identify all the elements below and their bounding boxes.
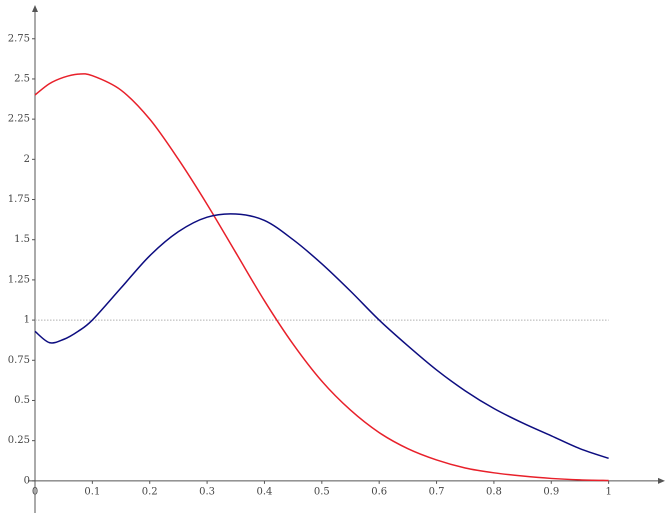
y-tick-label: 1.5 bbox=[14, 234, 30, 245]
x-tick-label: 0 bbox=[32, 486, 38, 497]
x-tick-label: 0.9 bbox=[543, 486, 559, 497]
line-series bbox=[34, 73, 609, 482]
x-tick-label: 0.7 bbox=[429, 486, 445, 497]
x-axis-arrow bbox=[658, 477, 665, 484]
y-tick-label: 2 bbox=[24, 154, 30, 165]
y-tick-label: 1 bbox=[24, 315, 30, 326]
x-tick-label: 1 bbox=[605, 486, 611, 497]
y-tick-label: 0.25 bbox=[8, 435, 30, 446]
y-tick-label: 0.75 bbox=[8, 355, 30, 366]
y-tick-label: 1.75 bbox=[8, 194, 30, 205]
y-tick-label: 2.5 bbox=[14, 73, 30, 84]
line-series bbox=[34, 213, 609, 460]
x-tick-label: 0.3 bbox=[199, 486, 215, 497]
x-tick-label: 0.8 bbox=[486, 486, 502, 497]
x-tick-label: 0.2 bbox=[142, 486, 158, 497]
y-tick-label: 2.25 bbox=[8, 114, 30, 125]
x-tick-label: 0.1 bbox=[84, 486, 100, 497]
y-tick-label: 1.25 bbox=[8, 274, 30, 285]
x-tick-label: 0.6 bbox=[371, 486, 387, 497]
y-tick-label: 0 bbox=[24, 475, 30, 486]
y-axis-arrow bbox=[32, 5, 38, 12]
x-tick-label: 0.4 bbox=[257, 486, 273, 497]
y-tick-label: 0.5 bbox=[14, 395, 30, 406]
x-tick-label: 0.5 bbox=[314, 486, 330, 497]
y-tick-label: 2.75 bbox=[8, 33, 30, 44]
